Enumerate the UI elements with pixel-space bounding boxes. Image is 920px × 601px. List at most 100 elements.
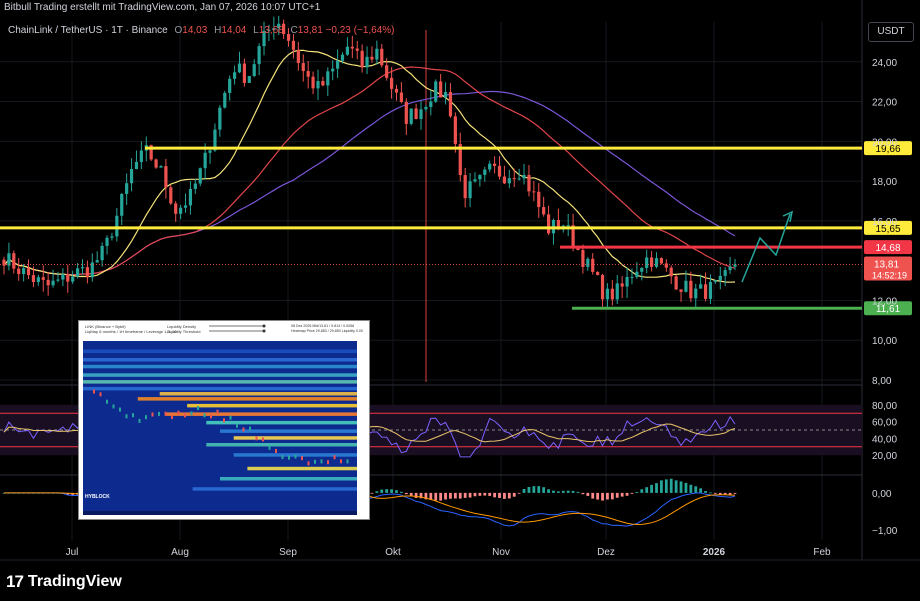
candle-body <box>566 225 570 227</box>
currency-button[interactable]: USDT <box>868 22 914 42</box>
heatmap-candle <box>138 418 141 423</box>
macd-histogram-bar <box>375 491 379 493</box>
projection-path[interactable] <box>741 213 791 283</box>
candle-body <box>129 169 134 184</box>
heatmap-band <box>220 429 357 433</box>
heatmap-band <box>165 412 357 416</box>
candle-body <box>272 28 276 31</box>
candle-body <box>198 168 202 184</box>
heatmap-candle <box>216 409 219 414</box>
candle-body <box>703 284 708 299</box>
heatmap-candle <box>301 456 303 461</box>
candle-body <box>635 271 639 277</box>
macd-histogram-bar <box>718 492 722 495</box>
time-axis[interactable]: Jul Aug Sep Okt Nov Dez 2026 Feb <box>66 547 831 558</box>
candle-body <box>242 63 246 83</box>
candle-body <box>154 159 158 168</box>
candle-body <box>110 236 114 238</box>
heatmap-band <box>83 386 357 391</box>
tradingview-wordmark: TradingView <box>27 573 122 590</box>
projection-arrows[interactable] <box>741 210 794 283</box>
macd-histogram-bar <box>630 492 634 494</box>
candle-body <box>453 116 457 145</box>
price-tick: 8,00 <box>872 376 892 387</box>
level-label-bg <box>864 240 912 255</box>
candle-body <box>26 268 31 276</box>
candle-body <box>321 81 325 86</box>
macd-histogram-bar <box>684 482 688 493</box>
candle-body <box>370 56 374 60</box>
time-tick: Sep <box>279 547 297 558</box>
candles <box>2 15 737 310</box>
macd-histogram-bar <box>596 492 600 500</box>
macd-histogram-bar <box>449 492 452 499</box>
candle-body <box>522 174 526 179</box>
heatmap-band <box>220 477 357 481</box>
ma-slow-line <box>3 66 736 276</box>
heatmap-band <box>83 373 357 377</box>
candle-body <box>100 245 104 261</box>
macd-histogram-bar <box>606 492 609 500</box>
candle-body <box>95 260 99 263</box>
liquidity-threshold-control: Liquidity Threshold <box>167 329 201 334</box>
candle-body <box>223 92 227 108</box>
candle-body <box>610 288 614 300</box>
heatmap-band <box>137 397 357 401</box>
candle-body <box>193 183 197 189</box>
inset-info-1: 08 Dez 2025 Mid/13.81 / 9.814 / 0.0058 <box>291 324 355 328</box>
candle-body <box>331 68 335 72</box>
close-label: C <box>290 25 298 36</box>
time-tick: Jul <box>66 547 79 558</box>
macd-histogram-bar <box>66 492 70 495</box>
macd-histogram-bar <box>498 492 501 498</box>
heatmap-candle <box>151 412 154 417</box>
candle-body <box>139 150 143 162</box>
candle-body <box>625 277 629 287</box>
candle-body <box>213 129 217 151</box>
candle-body <box>605 288 610 300</box>
macd-histogram-bar <box>463 492 467 498</box>
candle-body <box>282 23 286 35</box>
heatmap-band <box>206 443 357 447</box>
inset-title: LINK (Binance + Bybit) <box>85 324 126 329</box>
heatmap-candle <box>288 455 290 460</box>
candle-body <box>218 107 222 130</box>
candle-body <box>134 161 139 170</box>
heatmap-background <box>83 341 357 511</box>
macd-histogram-bar <box>601 492 604 501</box>
candle-body <box>262 30 266 47</box>
macd-histogram-bar <box>650 484 653 493</box>
symbol-name[interactable]: ChainLink / TetherUS · 1T · Binance <box>8 25 168 36</box>
candle-body <box>355 48 359 51</box>
candle-body <box>301 63 305 72</box>
heatmap-candle <box>99 392 102 397</box>
candle-body <box>174 203 178 214</box>
candle-body <box>71 276 75 282</box>
liquidation-heatmap-inset: LINK (Binance + Bybit) LiqMap 6 months /… <box>78 320 370 520</box>
open-value: 14,03 <box>182 25 208 36</box>
rsi-tick: 20,00 <box>872 451 897 462</box>
candle-body <box>159 166 163 168</box>
candle-body <box>336 60 340 69</box>
macd-histogram-bar <box>571 490 575 493</box>
macd-histogram-bar <box>503 492 506 499</box>
symbol-legend[interactable]: ChainLink / TetherUS · 1T · Binance O14,… <box>8 25 395 36</box>
macd-histogram-bar <box>561 490 565 493</box>
price-axis[interactable]: 24,00 22,00 20,00 18,00 16,00 12,00 10,00 8,00 8… <box>872 58 898 537</box>
candle-body <box>311 76 315 89</box>
heatmap-candle <box>229 415 232 420</box>
heatmap-candle <box>177 410 180 415</box>
candle-body <box>537 191 541 208</box>
tradingview-logo[interactable]: 17 TradingView <box>6 572 122 592</box>
candle-body <box>718 275 722 281</box>
candle-body <box>419 109 423 120</box>
candle-body <box>203 152 207 169</box>
macd-histogram-bar <box>468 492 472 498</box>
candle-body <box>179 207 183 214</box>
macd-histogram-bar <box>547 489 550 493</box>
candle-body <box>31 275 36 283</box>
candle-body <box>429 101 433 108</box>
macd-histogram-bar <box>694 486 698 493</box>
candle-body <box>277 23 281 29</box>
